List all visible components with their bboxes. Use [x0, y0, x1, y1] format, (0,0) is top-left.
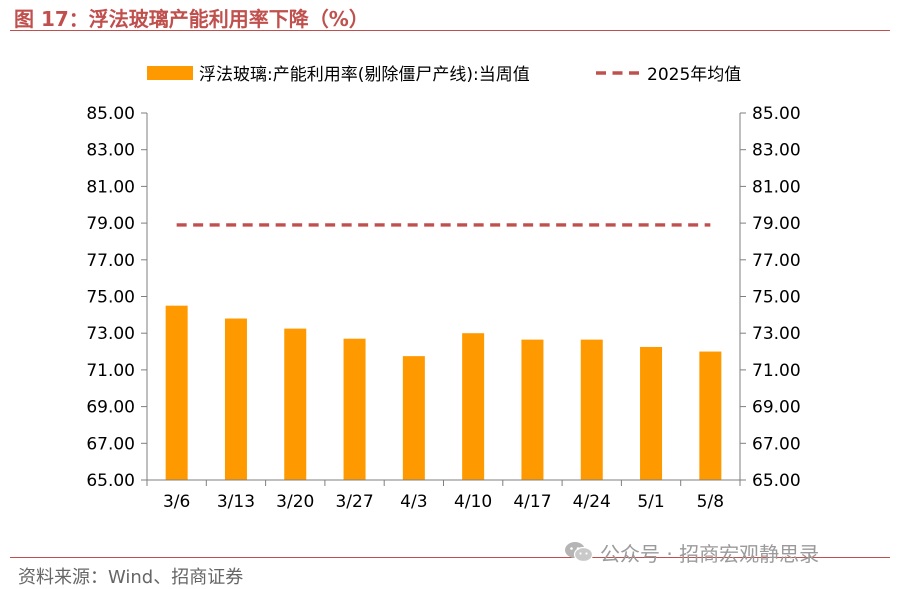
x-tick-label: 3/13	[217, 492, 255, 512]
y-tick-label-right: 81.00	[752, 177, 801, 197]
bar	[521, 339, 544, 480]
bar	[699, 351, 722, 480]
bar	[165, 305, 188, 480]
source-note: 资料来源：Wind、招商证券	[18, 567, 244, 588]
y-tick-label-right: 83.00	[752, 141, 801, 161]
y-tick-label-left: 81.00	[86, 177, 135, 197]
bar	[580, 339, 603, 480]
watermark: 公众号 · 招商宏观静思录	[564, 538, 819, 566]
y-axis-right: 65.00 67.00 69.00 71.00 73.00 75.00 77.00 79.00…	[739, 104, 801, 491]
y-tick-label-right: 73.00	[752, 324, 801, 344]
bar	[402, 356, 425, 480]
y-tick-label-right: 67.00	[752, 434, 801, 454]
legend-label-bar: 浮法玻璃:产能利用率(剔除僵尸产线):当周值	[199, 65, 530, 85]
y-tick-label-right: 65.00	[752, 471, 801, 491]
y-tick-label-right: 85.00	[752, 104, 801, 124]
x-tick-label: 3/20	[276, 492, 314, 512]
legend-swatch-bar	[147, 66, 193, 80]
bar	[462, 333, 485, 480]
y-tick-label-left: 65.00	[86, 471, 135, 491]
watermark-text: 公众号 · 招商宏观静思录	[600, 541, 820, 566]
y-tick-label-left: 79.00	[86, 214, 135, 234]
y-tick-label-left: 75.00	[86, 288, 135, 308]
y-tick-label-right: 71.00	[752, 361, 801, 381]
legend-label-line: 2025年均值	[647, 65, 741, 85]
bar-series	[165, 305, 722, 480]
y-tick-label-left: 67.00	[86, 434, 135, 454]
legend: 浮法玻璃:产能利用率(剔除僵尸产线):当周值 2025年均值	[147, 65, 741, 85]
y-tick-label-right: 79.00	[752, 214, 801, 234]
wechat-icon	[565, 542, 594, 563]
x-tick-label: 4/3	[400, 492, 427, 512]
y-tick-label-left: 73.00	[86, 324, 135, 344]
figure-title: 图 17：浮法玻璃产能利用率下降（%）	[14, 7, 369, 31]
title-rule	[10, 30, 890, 31]
y-tick-label-left: 71.00	[86, 361, 135, 381]
footer-rule	[10, 557, 890, 558]
x-tick-label: 3/6	[163, 492, 190, 512]
y-tick-label-right: 77.00	[752, 251, 801, 271]
x-tick-label: 5/1	[637, 492, 664, 512]
bar	[343, 338, 366, 480]
x-tick-label: 5/8	[697, 492, 724, 512]
y-tick-label-right: 75.00	[752, 288, 801, 308]
y-tick-label-left: 85.00	[86, 104, 135, 124]
x-tick-label: 4/17	[513, 492, 551, 512]
x-tick-label: 4/24	[573, 492, 611, 512]
y-axis-left: 65.00 67.00 69.00 71.00 73.00 75.00 77.00 79.00…	[86, 104, 148, 491]
x-tick-label: 3/27	[335, 492, 373, 512]
bar	[640, 346, 663, 480]
y-tick-label-left: 77.00	[86, 251, 135, 271]
x-tick-label: 4/10	[454, 492, 492, 512]
y-tick-label-right: 69.00	[752, 398, 801, 418]
bar	[224, 318, 247, 480]
bar	[284, 328, 307, 480]
y-tick-label-left: 83.00	[86, 141, 135, 161]
x-axis: 3/6 3/13 3/20 3/27 4/3 4/10 4/17 4/24 5/1 5/8	[146, 479, 741, 512]
y-tick-label-left: 69.00	[86, 398, 135, 418]
